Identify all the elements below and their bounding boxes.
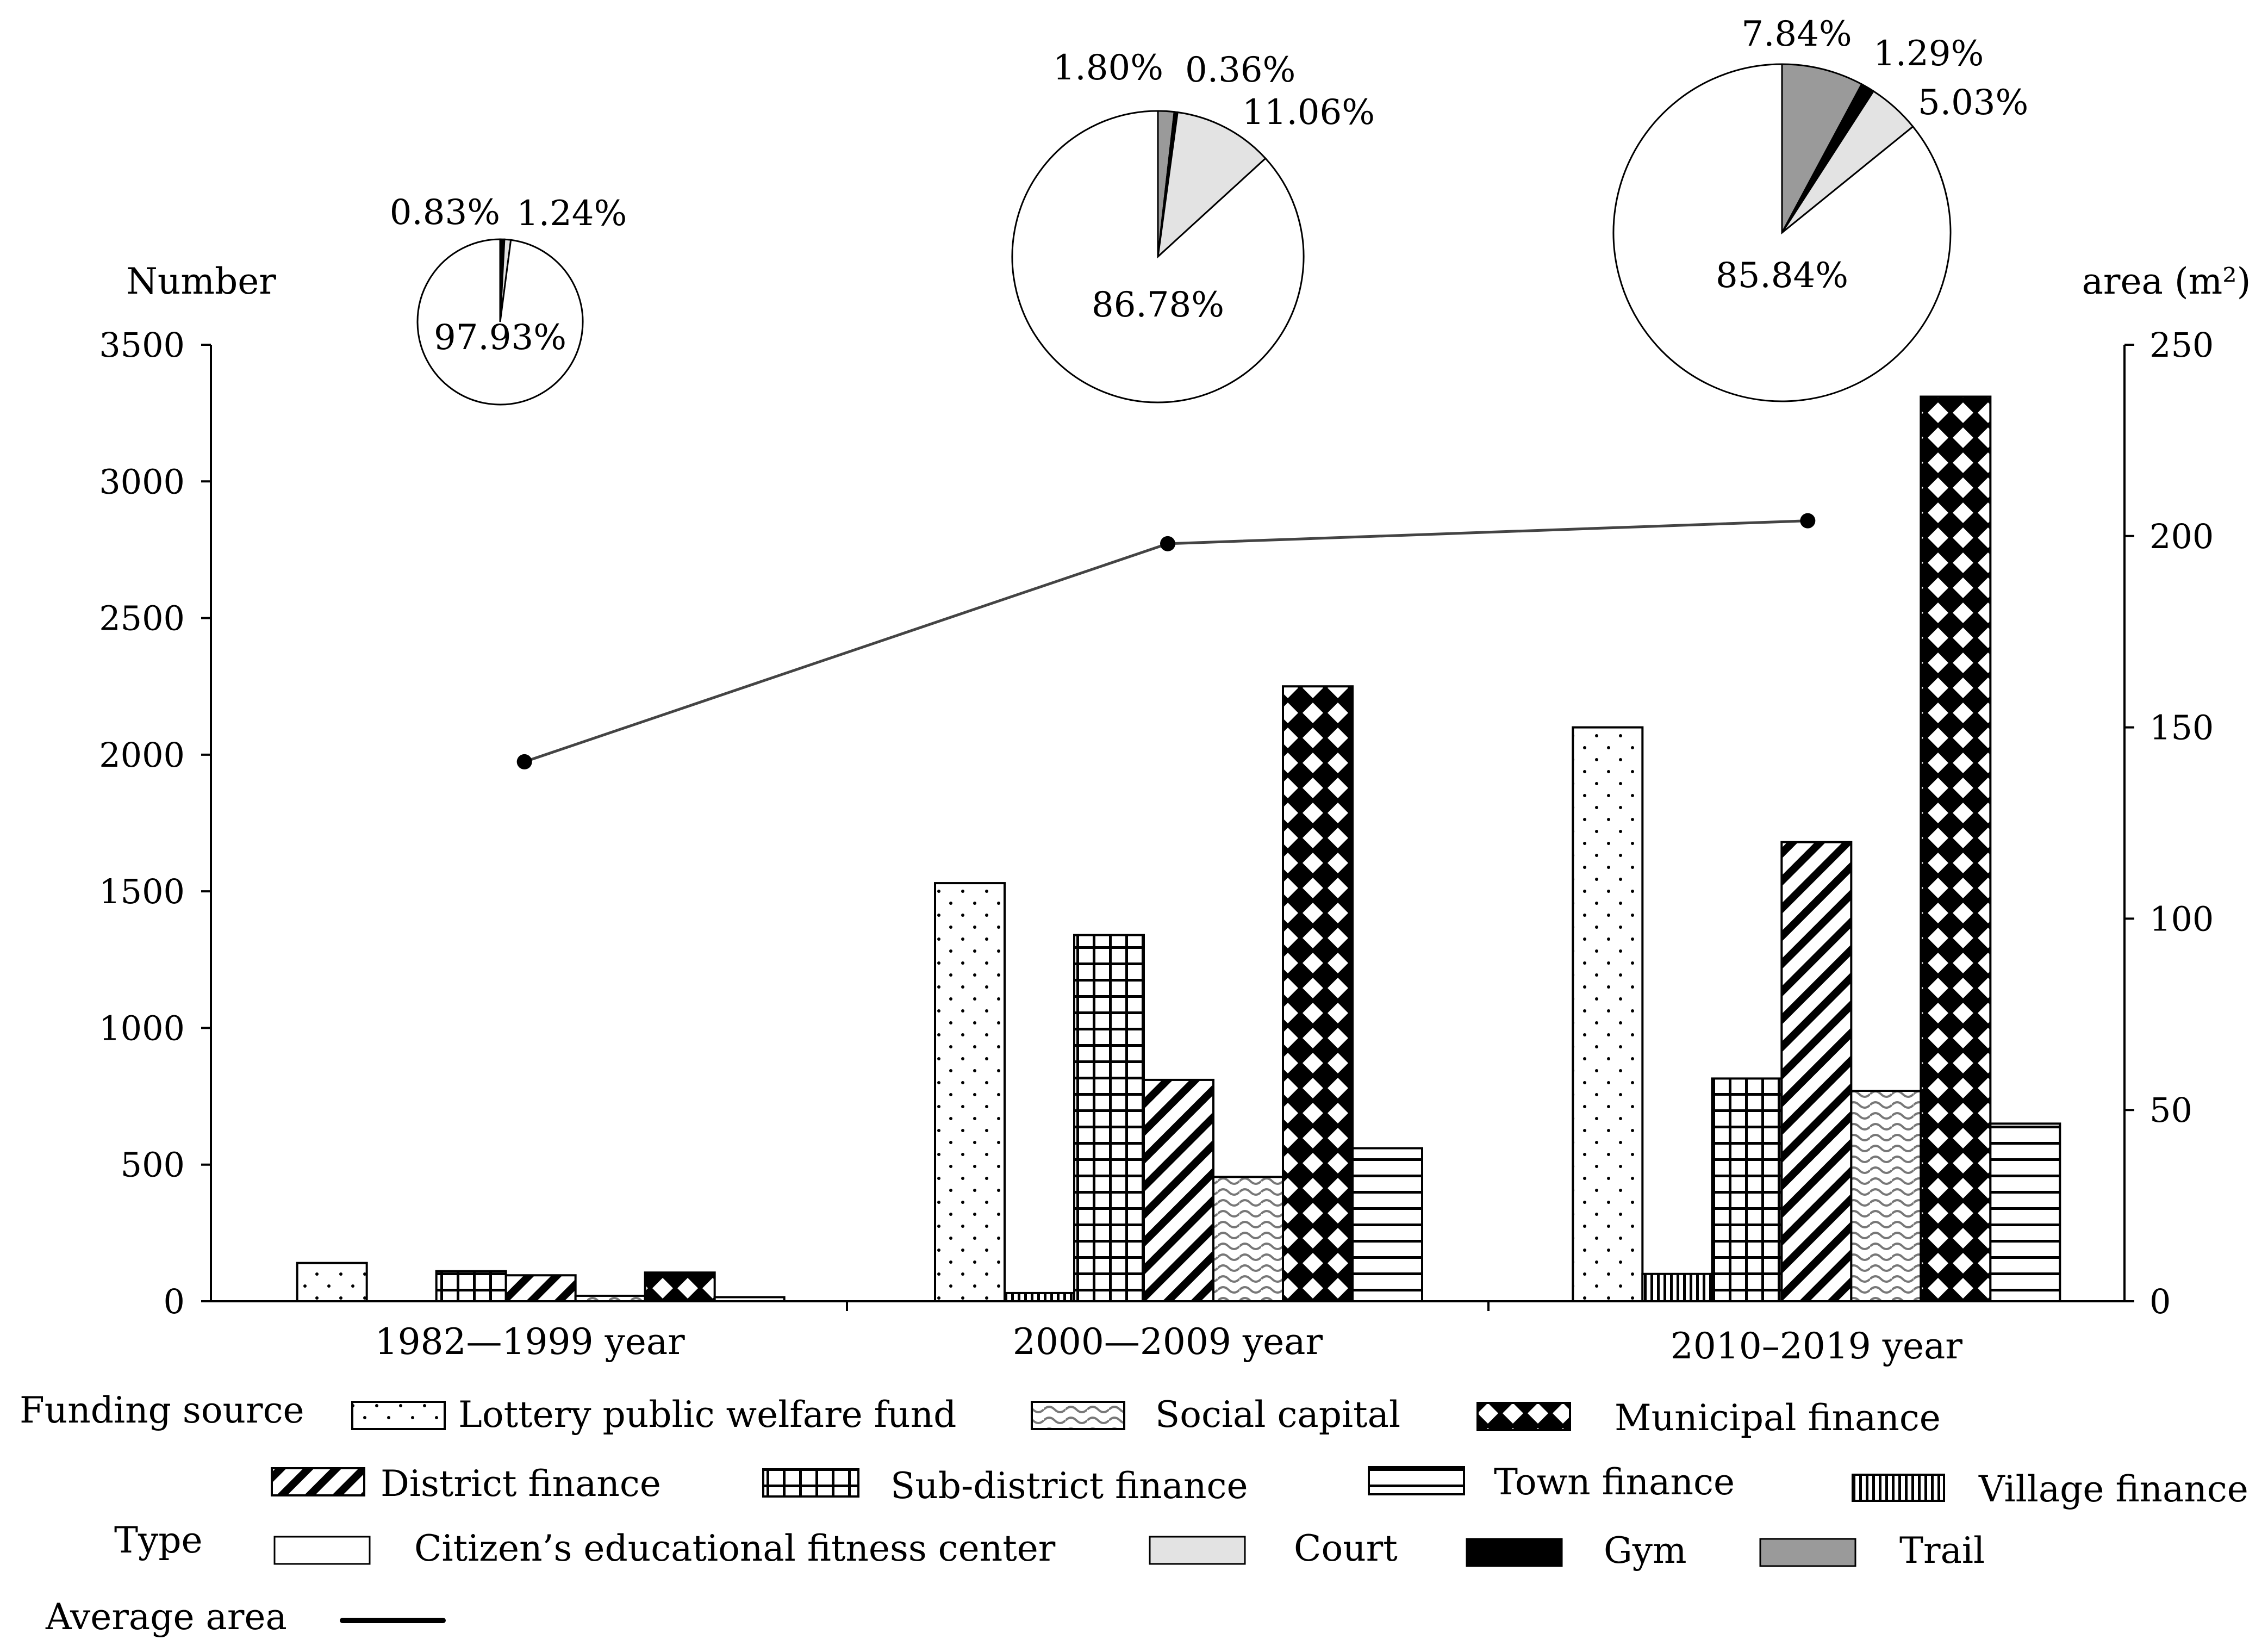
bar [1143, 1078, 1214, 1302]
pie-label: 1.24% [516, 194, 627, 234]
pie-label: 7.84% [1741, 14, 1852, 54]
legend-average-title: Average area [45, 1596, 287, 1638]
bar [574, 1294, 646, 1302]
right-tick-label: 200 [2149, 517, 2214, 556]
legend-label-lottery: Lottery public welfare fund [458, 1394, 956, 1436]
legend-label-fitness-center: Citizen’s educational fitness center [414, 1527, 1056, 1569]
left-tick-label: 2500 [99, 599, 185, 638]
pie-slice [1011, 110, 1305, 403]
bar [1004, 1291, 1075, 1302]
bar [644, 1271, 716, 1302]
category-label: 2000—2009 year [1013, 1321, 1323, 1363]
pie-label: 97.93% [434, 318, 566, 358]
left-tick-label: 1500 [99, 872, 185, 911]
average-area-point [1160, 536, 1175, 551]
bar [1780, 841, 1853, 1303]
legend-label-court: Court [1294, 1527, 1398, 1569]
right-tick-label: 250 [2149, 325, 2214, 365]
legend-label-village: Village finance [1978, 1468, 2248, 1510]
left-tick-label: 1000 [99, 1008, 185, 1048]
pie-label: 0.83% [390, 192, 500, 233]
pie-label: 86.78% [1092, 285, 1224, 325]
left-tick-label: 3000 [99, 462, 185, 501]
legend-swatch-lottery [351, 1401, 446, 1430]
right-tick-label: 150 [2149, 708, 2214, 748]
bar [435, 1270, 507, 1302]
average-area-point [516, 754, 532, 769]
bar [1641, 1272, 1714, 1303]
average-area-line-path [524, 519, 1808, 763]
legend-swatch-trail [1759, 1538, 1856, 1567]
right-axis-ticks: 0 50 100 150 200 250 [2124, 325, 2214, 1321]
pie-label: 1.29% [1873, 34, 1984, 74]
pie-charts: 97.93% 1.24% 0.83% 86.78% 11.06%0.36% 1.80% 85… [390, 14, 2028, 406]
pie-label: 85.84% [1716, 256, 1848, 296]
legend-label-subdistrict: Sub-district finance [890, 1465, 1248, 1507]
bar [1282, 685, 1354, 1302]
bar [713, 1296, 786, 1302]
legend-swatch-municipal [1476, 1402, 1571, 1431]
legend-label-town: Town finance [1494, 1461, 1735, 1503]
legend-label-gym: Gym [1604, 1530, 1687, 1572]
pie-slice [1156, 111, 1267, 259]
right-tick-label: 100 [2149, 899, 2214, 939]
bar [1989, 1122, 2061, 1303]
legend-swatch-village [1852, 1474, 1945, 1502]
legend-label-trail: Trail [1899, 1530, 1985, 1572]
category-labels: 1982—1999 year 2000—2009 year 2010–2019 ye… [375, 1321, 1963, 1367]
pie-slice [1781, 63, 1863, 233]
bar [1073, 934, 1145, 1303]
category-label: 2010–2019 year [1671, 1325, 1963, 1367]
bars [296, 395, 2061, 1303]
left-tick-label: 3500 [99, 325, 185, 365]
bar [1212, 1176, 1284, 1303]
bar [1850, 1090, 1922, 1303]
pie-label: 11.06% [1242, 92, 1375, 133]
right-tick-label: 50 [2149, 1090, 2192, 1130]
legend-label-district: District finance [381, 1463, 661, 1505]
legend: Funding source Lottery public welfare fu… [20, 1389, 2248, 1638]
left-axis-title: Number [126, 260, 276, 302]
bar [1711, 1077, 1783, 1302]
left-tick-label: 0 [164, 1282, 185, 1321]
legend-type-title: Type [114, 1519, 203, 1561]
left-tick-label: 2000 [99, 735, 185, 775]
category-label: 1982—1999 year [375, 1321, 686, 1363]
pie-label: 5.03% [1918, 83, 2028, 123]
right-axis-title: area (m²) [2082, 260, 2251, 302]
pie-slice [416, 238, 584, 406]
legend-swatch-court [1149, 1536, 1246, 1565]
pie-label: 1.80% [1053, 48, 1163, 88]
bar [1572, 726, 1644, 1302]
bar [1920, 395, 1992, 1303]
legend-funding-title: Funding source [20, 1389, 304, 1431]
left-tick-label: 500 [121, 1145, 185, 1185]
legend-swatch-fitness-center [273, 1536, 371, 1565]
bar [504, 1274, 577, 1302]
legend-swatch-district [271, 1467, 365, 1496]
average-area-point [1800, 513, 1816, 529]
bar [296, 1262, 368, 1302]
average-area-line [516, 513, 1816, 769]
bar [934, 882, 1006, 1302]
legend-swatch-social [1031, 1401, 1125, 1430]
legend-label-municipal: Municipal finance [1615, 1397, 1941, 1439]
legend-swatch-town [1368, 1466, 1465, 1495]
pie-slice [1612, 63, 1952, 402]
right-tick-label: 0 [2149, 1282, 2171, 1321]
left-axis-ticks: 0 500 1000 1500 2000 2500 3000 3500 [99, 325, 211, 1321]
legend-swatch-subdistrict [762, 1468, 859, 1498]
legend-swatch-gym [1466, 1538, 1563, 1567]
bar [1351, 1147, 1423, 1303]
pie-label: 0.36% [1185, 50, 1295, 90]
legend-label-social: Social capital [1155, 1394, 1400, 1436]
